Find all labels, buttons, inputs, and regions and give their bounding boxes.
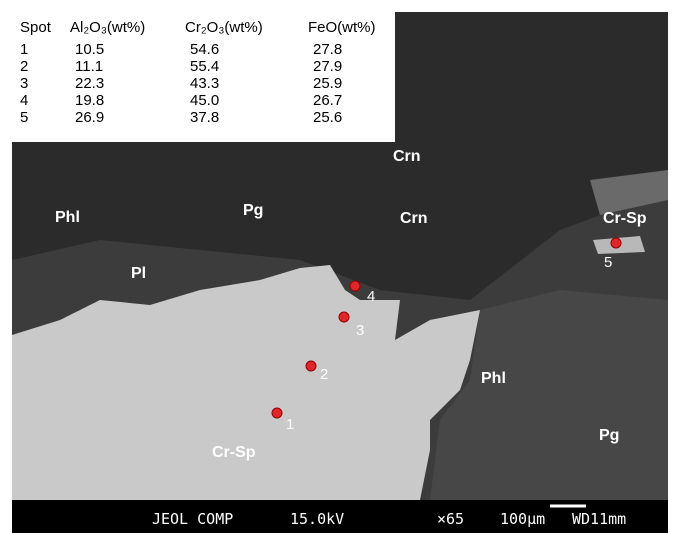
table-cell: 43.3 — [190, 75, 219, 92]
table-cell: 3 — [20, 75, 28, 92]
table-cell: 45.0 — [190, 92, 219, 109]
table-header: Spot — [20, 19, 52, 36]
spot-marker — [272, 408, 282, 418]
spot-label: 2 — [320, 366, 328, 383]
table-cell: 54.6 — [190, 41, 219, 58]
mineral-label: Phl — [481, 370, 506, 387]
spot-marker — [339, 312, 349, 322]
footer-text: JEOL COMP — [152, 510, 233, 528]
spot-label: 4 — [367, 288, 375, 305]
mineral-label: Crn — [400, 210, 428, 227]
spot-marker — [350, 281, 360, 291]
table-cell: 10.5 — [75, 41, 104, 58]
table-cell: 5 — [20, 109, 28, 126]
table-cell: 22.3 — [75, 75, 104, 92]
spot-label: 3 — [356, 322, 364, 339]
mineral-label: Pl — [131, 265, 146, 282]
table-cell: 2 — [20, 58, 28, 75]
table-header: Al₂O₃(wt%) — [70, 19, 145, 36]
mineral-label: Pg — [243, 202, 263, 219]
mineral-label: Phl — [55, 209, 80, 226]
spot-marker — [611, 238, 621, 248]
table-cell: 55.4 — [190, 58, 219, 75]
table-cell: 25.6 — [313, 109, 342, 126]
mineral-label: Cr-Sp — [603, 210, 647, 227]
spot-label: 1 — [286, 416, 294, 433]
table-cell: 11.1 — [75, 58, 103, 75]
table-header: FeO(wt%) — [308, 19, 376, 36]
footer-text: ×65 — [437, 510, 464, 528]
table-cell: 25.9 — [313, 75, 342, 92]
table-cell: 4 — [20, 92, 28, 109]
sem-image: Spot Al₂O₃(wt%) Cr₂O₃(wt%) FeO(wt%) 1 10.5 54.… — [0, 0, 673, 533]
table-cell: 27.9 — [313, 58, 342, 75]
mineral-label: Cr-Sp — [212, 444, 256, 461]
mineral-label: Pg — [599, 427, 619, 444]
table-cell: 26.9 — [75, 109, 104, 126]
mineral-label: Crn — [393, 148, 421, 165]
table-cell: 19.8 — [75, 92, 104, 109]
table-cell: 37.8 — [190, 109, 219, 126]
table-cell: 1 — [20, 41, 28, 58]
table-cell: 27.8 — [313, 41, 342, 58]
table-cell: 26.7 — [313, 92, 342, 109]
spot-label: 5 — [604, 254, 612, 271]
footer-text: 100μm — [500, 510, 545, 528]
spot-marker — [306, 361, 316, 371]
table-header: Cr₂O₃(wt%) — [185, 19, 263, 36]
footer-text: 15.0kV — [290, 510, 344, 528]
footer-text: WD11mm — [572, 510, 626, 528]
